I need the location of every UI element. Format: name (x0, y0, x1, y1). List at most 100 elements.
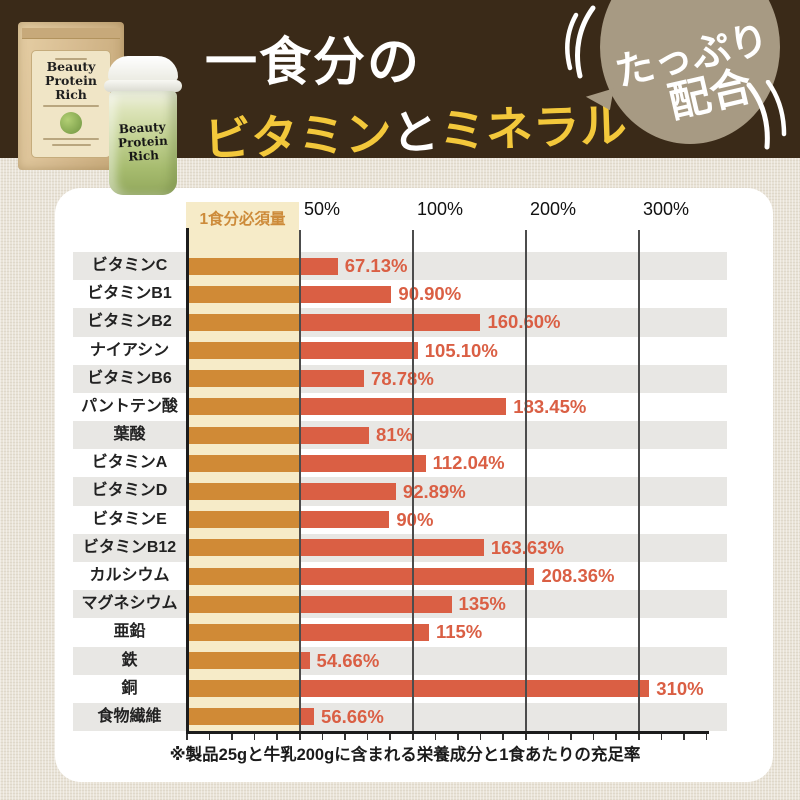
bar-value-label: 90% (396, 508, 434, 530)
bar-segment-excess (299, 454, 426, 472)
badge-tail (584, 83, 614, 111)
axis-minor-tick (547, 734, 550, 740)
bars-layer: 67.13% 90.90% 160.60% 105.10% 78.78% 183.45% 8… (55, 188, 773, 782)
axis-minor-tick (592, 734, 595, 740)
row-label: ビタミンB2 (87, 313, 172, 331)
x-axis-baseline (186, 731, 709, 734)
axis-minor-tick (366, 734, 369, 740)
bag-brand-text: Beauty Protein Rich (45, 59, 97, 102)
axis-minor-tick (615, 734, 617, 740)
axis-minor-tick (502, 734, 504, 740)
axis-tick-label: 300% (643, 199, 690, 219)
bar-segment-excess (299, 483, 396, 501)
bar-segment-excess (299, 370, 365, 388)
title-and: と (390, 104, 440, 160)
chart-card: ビタミンC ビタミンB1 ビタミンB2 ナイアシンビタミンB6 パントテン酸 葉酸ビタミン… (55, 188, 773, 782)
bar-value-label: 135% (458, 593, 506, 615)
row-label: ビタミンC (91, 257, 168, 274)
shaker-rim (104, 80, 182, 92)
gridline-200% (525, 230, 527, 731)
axis-minor-tick (344, 734, 346, 740)
gridline-100% (412, 230, 414, 731)
title-line2: ビタミンとミネラル (203, 86, 628, 170)
axis-tick-label: 100% (417, 199, 464, 219)
axis-minor-tick (705, 734, 708, 740)
bar-segment-excess (299, 285, 392, 303)
bar-value-label: 310% (656, 677, 704, 699)
row-label: ビタミンB6 (87, 369, 172, 387)
bag-seal (22, 28, 120, 39)
emphasis-lines-right-icon (746, 80, 787, 150)
row-label: ビタミンB1 (87, 285, 172, 303)
page-title: 一食分の ビタミンとミネラル (203, 20, 628, 170)
axis-minor-tick (231, 734, 233, 740)
product-bag-image: Beauty Protein Rich (18, 22, 124, 170)
bar-chart: ビタミンC ビタミンB1 ビタミンB2 ナイアシンビタミンB6 パントテン酸 葉酸ビタミン… (55, 188, 773, 782)
bar-value-label: 78.78% (371, 367, 434, 389)
axis-minor-tick (186, 734, 188, 740)
axis-minor-tick (570, 734, 572, 740)
row-label: 銅 (121, 679, 138, 697)
gridline-50% (299, 230, 301, 731)
bar-value-label: 115% (435, 621, 483, 643)
axis-minor-tick (525, 734, 527, 740)
bar-segment-excess (299, 257, 338, 275)
row-label: ナイアシン (89, 341, 170, 359)
bar-segment-requirement (188, 285, 299, 303)
axis-minor-tick (457, 734, 459, 740)
grid-layer: 50% 100% 200% 300% (55, 188, 773, 782)
shaker-brand-text: Beauty Protein Rich (117, 120, 169, 164)
row-label: カルシウム (89, 566, 170, 584)
bar-value-label: 81% (376, 424, 414, 446)
gridline-300% (638, 230, 640, 731)
bar-segment-excess (299, 511, 390, 529)
bar-segment-requirement (188, 342, 299, 360)
axis-minor-tick (389, 734, 391, 740)
row-stripe (73, 364, 727, 393)
bar-segment-requirement (188, 595, 299, 613)
bag-decor-line (42, 105, 100, 108)
vegetable-illustration-icon (60, 112, 82, 135)
bar-value-label: 160.60% (487, 311, 561, 333)
bar-segment-requirement (188, 370, 299, 388)
axis-minor-tick (208, 734, 211, 740)
bar-segment-excess (299, 652, 310, 670)
bar-segment-requirement (188, 257, 299, 275)
bar-segment-requirement (188, 708, 299, 726)
bar-value-label: 67.13% (344, 255, 408, 277)
badge-bubble: たっぷり 配合 (600, 0, 780, 144)
shaker-body: Beauty Protein Rich (109, 91, 177, 195)
bar-segment-requirement (188, 539, 299, 557)
bar-segment-excess (299, 398, 507, 416)
axis-tick-label: 200% (530, 199, 577, 219)
bar-value-label: 163.63% (490, 536, 564, 558)
axis-tick-label: 50% (304, 199, 341, 219)
bar-segment-requirement (188, 454, 299, 472)
bar-segment-requirement (188, 567, 299, 585)
axis-minor-tick (638, 734, 640, 740)
axis-minor-tick (253, 734, 256, 740)
axis-minor-tick (434, 734, 437, 740)
bar-segment-excess (299, 680, 650, 698)
shaker-lid (108, 56, 178, 82)
bar-value-label: 90.90% (398, 283, 462, 305)
bar-segment-excess (299, 539, 484, 557)
bar-segment-requirement (188, 623, 299, 641)
row-label: 葉酸 (113, 426, 146, 444)
product-shaker-image: Beauty Protein Rich (102, 56, 184, 196)
bag-label: Beauty Protein Rich (31, 50, 111, 158)
bar-segment-requirement (188, 511, 299, 529)
requirement-band-label: 1食分必須量 (199, 211, 286, 228)
bar-segment-requirement (188, 483, 299, 501)
bar-value-label: 105.10% (424, 339, 498, 361)
row-stripe (73, 702, 727, 732)
row-label: マグネシウム (81, 595, 178, 613)
bar-segment-requirement (188, 313, 299, 331)
row-label: パントテン酸 (81, 397, 178, 415)
bar-value-label: 112.04% (432, 452, 505, 474)
bar-value-label: 92.89% (402, 480, 466, 502)
title-vitamin: ビタミン (203, 106, 393, 167)
row-label: ビタミンD (91, 482, 168, 500)
axis-minor-tick (412, 734, 414, 740)
